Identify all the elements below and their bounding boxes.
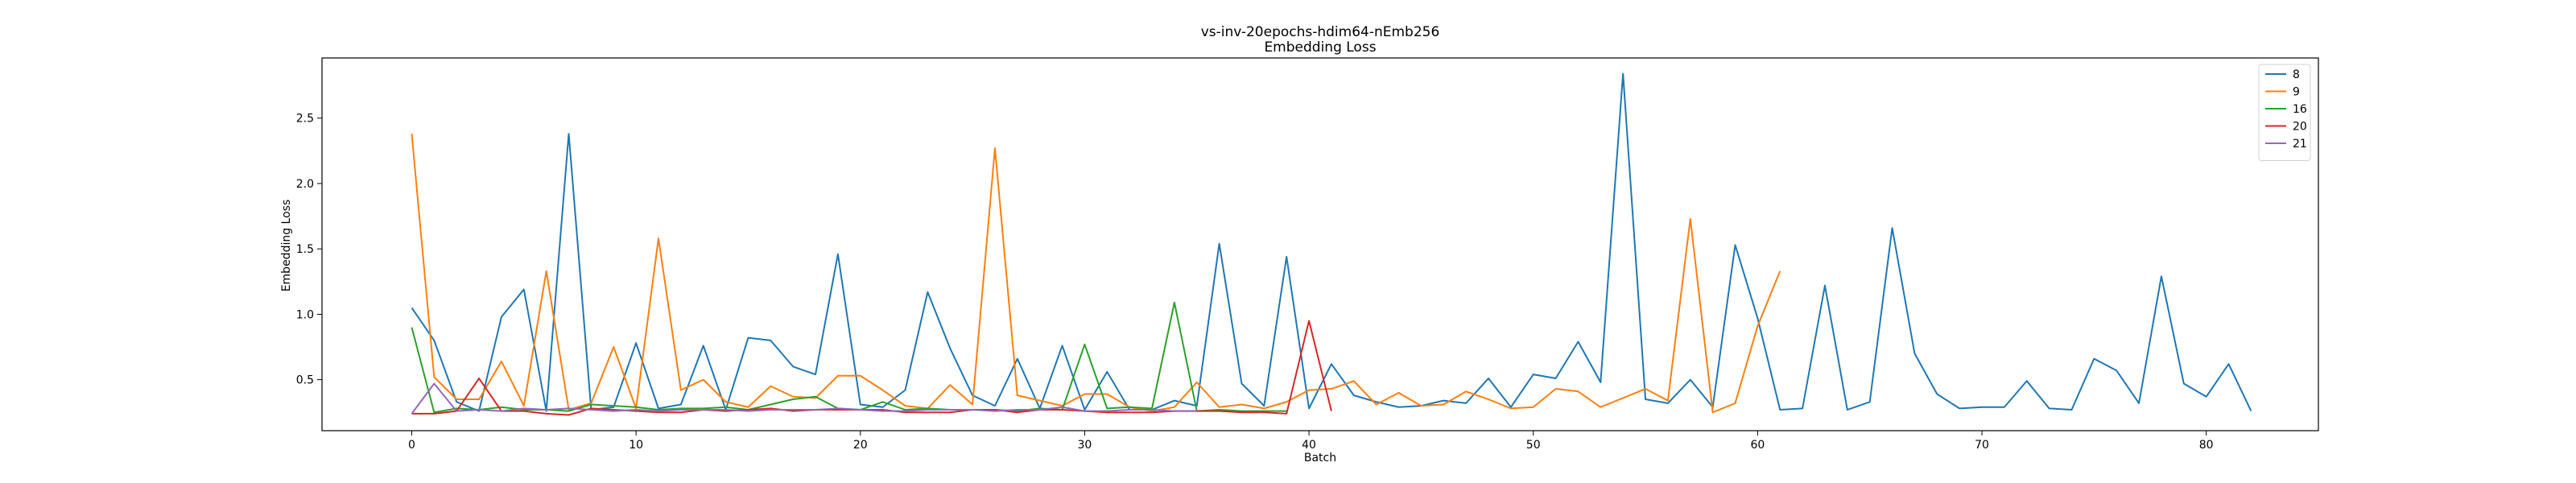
x-axis-label: Batch: [1304, 452, 1336, 464]
x-tick-label: 10: [629, 439, 643, 452]
x-tick-label: 30: [1078, 439, 1092, 452]
series-line-21: [411, 382, 1197, 415]
chart-subtitle: Embedding Loss: [1264, 39, 1376, 56]
x-tick-label: 70: [1975, 439, 1989, 452]
y-tick-label: 2.5: [296, 113, 314, 126]
axes-frame: [321, 57, 2319, 431]
series-line-8: [411, 72, 2252, 412]
y-tick-label: 0.5: [296, 374, 314, 387]
x-tick-label: 80: [2199, 439, 2214, 452]
x-tick-label: 20: [853, 439, 868, 452]
y-axis-label: Embedding Loss: [280, 200, 293, 292]
legend-box: [2258, 64, 2311, 161]
y-tick-label: 1.0: [296, 308, 314, 321]
x-tick-label: 50: [1526, 439, 1541, 452]
series-line-9: [411, 134, 1781, 414]
legend-label-21: 21: [2293, 138, 2307, 151]
x-tick-label: 0: [408, 439, 415, 452]
y-tick-label: 1.5: [296, 243, 314, 256]
legend: 8 9 16 20 21: [2258, 64, 2311, 161]
legend-label-8: 8: [2293, 68, 2300, 81]
legend-label-16: 16: [2293, 103, 2307, 116]
x-tick-label: 60: [1750, 439, 1765, 452]
legend-label-9: 9: [2293, 86, 2300, 99]
y-tick-label: 2.0: [296, 178, 314, 191]
plot-area: 0 10 20 30 40 50 60 70 80 0.5 1.0 1.5 2.0 2.5: [296, 57, 2319, 452]
x-tick-label: 40: [1302, 439, 1316, 452]
legend-label-20: 20: [2293, 121, 2307, 134]
chart-title: vs-inv-20epochs-hdim64-nEmb256: [1201, 24, 1440, 40]
